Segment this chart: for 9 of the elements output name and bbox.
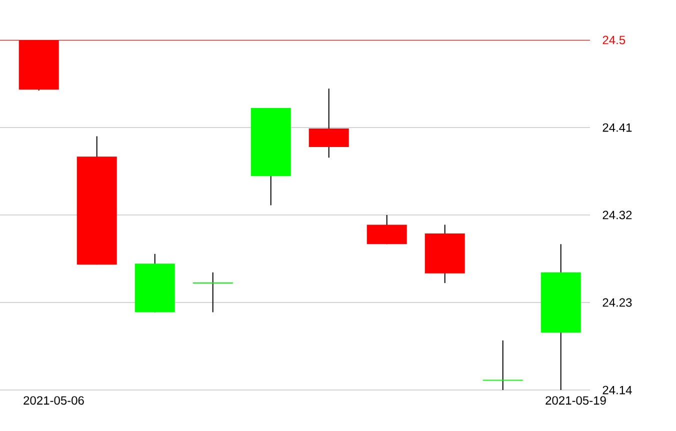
candlestick (482, 340, 524, 390)
y-tick-label: 24.41 (602, 123, 632, 132)
y-tick-label: 24.32 (602, 210, 632, 220)
y-tick-label: 24.14 (602, 386, 632, 394)
x-tick-label: 2021-05-19 (546, 396, 606, 405)
candlestick (192, 272, 234, 313)
y-tick-label: 24.23 (602, 298, 632, 307)
y-tick-label: 24.5 (602, 36, 626, 44)
x-tick-label: 2021-05-06 (24, 396, 84, 405)
